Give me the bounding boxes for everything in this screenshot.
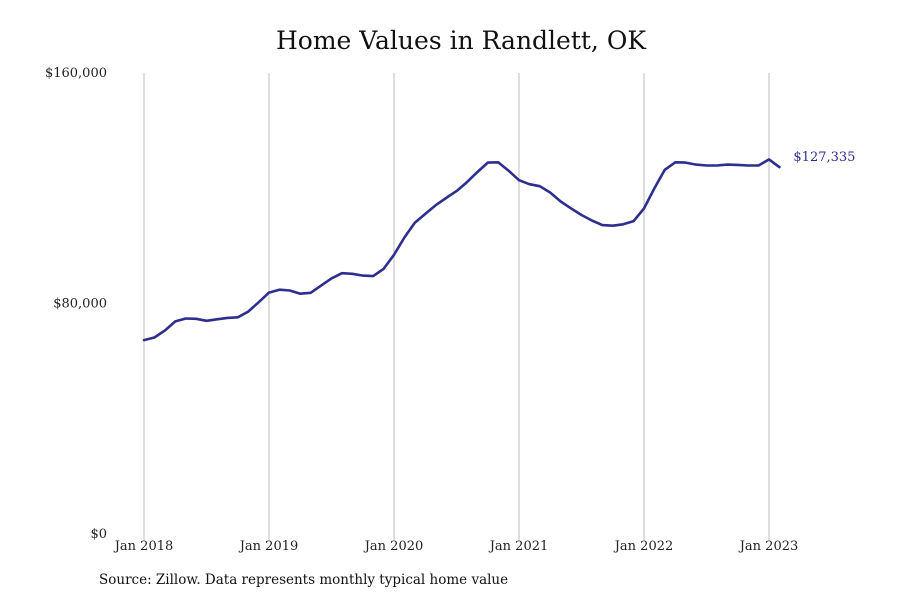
- y-axis-ticks: $0 $80,000 $160,000: [45, 66, 107, 542]
- x-tick-label: Jan 2022: [613, 539, 674, 554]
- series-layer: [142, 158, 781, 342]
- y-tick-label: $0: [90, 527, 107, 542]
- x-tick-label: Jan 2021: [488, 539, 549, 554]
- series-line: [142, 158, 781, 342]
- y-tick-label: $160,000: [45, 66, 107, 81]
- x-tick-label: Jan 2023: [738, 539, 799, 554]
- source-note: Source: Zillow. Data represents monthly …: [99, 572, 509, 588]
- x-tick-label: Jan 2019: [238, 539, 299, 554]
- x-tick-label: Jan 2020: [363, 539, 424, 554]
- end-value-label: $127,335: [793, 150, 855, 165]
- y-tick-label: $80,000: [53, 297, 107, 312]
- x-axis-ticks: Jan 2018 Jan 2019 Jan 2020 Jan 2021 Jan 2022…: [113, 539, 799, 554]
- chart-title: Home Values in Randlett, OK: [275, 26, 647, 55]
- x-tick-label: Jan 2018: [113, 539, 174, 554]
- gridlines: [143, 73, 770, 540]
- end-label-layer: $127,335: [793, 150, 855, 165]
